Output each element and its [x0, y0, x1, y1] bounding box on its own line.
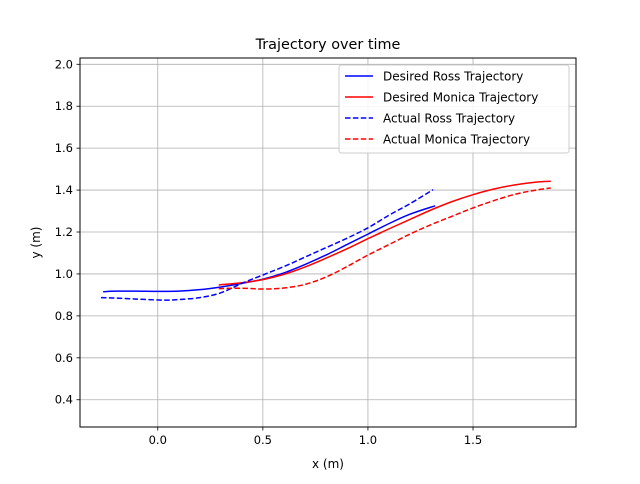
series-line-2 [100, 189, 434, 301]
y-tick-label: 1.8 [55, 99, 73, 113]
axis-ticks: 0.0 0.5 1.0 1.5 0.4 0.6 0.8 1.0 1.2 1.4 1.6 1.8 2.0 [55, 57, 482, 447]
x-axis-label: x (m) [312, 457, 344, 471]
legend: Desired Ross Trajectory Desired Monica Tr… [338, 64, 570, 154]
legend-label-0: Desired Ross Trajectory [383, 70, 523, 84]
x-tick-label: 0.5 [254, 433, 272, 447]
legend-box [338, 64, 570, 154]
y-tick-label: 0.6 [55, 351, 73, 365]
y-tick-label: 1.4 [55, 183, 73, 197]
x-tick-label: 1.5 [464, 433, 482, 447]
y-tick-label: 1.0 [55, 267, 73, 281]
y-tick-label: 1.2 [55, 225, 73, 239]
y-tick-label: 1.6 [55, 141, 73, 155]
series-line-1 [218, 180, 551, 286]
series-line-3 [218, 187, 551, 290]
x-tick-label: 0.0 [149, 433, 167, 447]
y-tick-label: 2.0 [55, 57, 73, 71]
series-group [100, 180, 551, 301]
legend-label-3: Actual Monica Trajectory [383, 133, 530, 147]
legend-label-2: Actual Ross Trajectory [383, 112, 515, 126]
x-tick-label: 1.0 [359, 433, 377, 447]
plot-frame [79, 57, 577, 428]
legend-label-1: Desired Monica Trajectory [383, 91, 538, 105]
y-tick-label: 0.8 [55, 309, 73, 323]
y-axis-label: y (m) [29, 227, 43, 259]
y-tick-label: 0.4 [55, 393, 73, 407]
chart-title: Trajectory over time [255, 37, 401, 53]
